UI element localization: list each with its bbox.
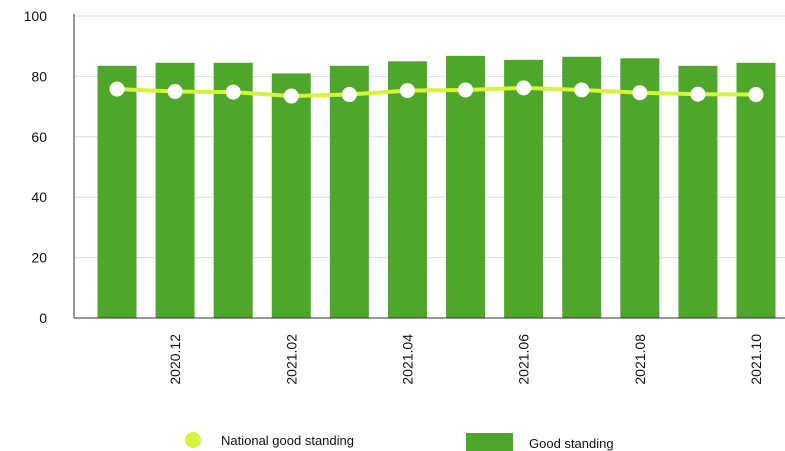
- x-tick-label: 2021.08: [632, 334, 648, 385]
- x-tick-label: 2020.12: [167, 334, 183, 385]
- bar: [213, 62, 253, 319]
- line-point: [283, 88, 299, 104]
- y-tick-label: 20: [31, 250, 47, 266]
- y-tick-label: 40: [31, 189, 47, 205]
- bar: [562, 56, 602, 319]
- bar: [271, 73, 311, 318]
- bar: [97, 65, 137, 318]
- line-point: [632, 85, 648, 101]
- bar: [155, 62, 195, 319]
- bar: [736, 62, 776, 319]
- bar: [504, 59, 544, 318]
- x-axis: 2020.12 2021.02 2021.04 2021.06 2021.08 2021.…: [167, 334, 764, 385]
- x-tick-label: 2021.02: [283, 334, 299, 385]
- y-tick-label: 0: [39, 310, 47, 326]
- bar: [329, 65, 369, 318]
- y-tick-label: 60: [31, 129, 47, 145]
- line-point: [109, 81, 125, 97]
- bar: [387, 61, 427, 319]
- x-tick-label: 2021.06: [516, 334, 532, 385]
- series-line: [116, 85, 757, 99]
- line-series-national-good-standing: [109, 80, 764, 104]
- line-point: [458, 82, 474, 98]
- y-tick-label: 80: [31, 68, 47, 84]
- line-point: [748, 87, 764, 103]
- bar: [678, 65, 718, 318]
- bar: [620, 58, 660, 318]
- bar-series-good-standing: [97, 55, 776, 319]
- x-tick-label: 2021.10: [748, 334, 764, 385]
- x-tick-label: 2021.04: [399, 334, 415, 385]
- line-point: [399, 83, 415, 99]
- legend-label-good-standing: Good standing: [529, 436, 614, 451]
- legend: National good standing Good standing: [185, 432, 614, 451]
- legend-label-national-good-standing: National good standing: [221, 433, 354, 448]
- y-axis: 0 20 40 60 80 100: [24, 8, 48, 326]
- line-point: [574, 82, 590, 98]
- legend-swatch-good-standing: [466, 433, 513, 451]
- line-point: [225, 84, 241, 100]
- bar: [446, 55, 486, 318]
- line-point: [690, 86, 706, 102]
- line-point: [516, 80, 532, 96]
- y-tick-label: 100: [24, 8, 48, 24]
- legend-swatch-national-good-standing: [185, 432, 201, 448]
- line-point: [167, 84, 183, 99]
- line-point: [341, 87, 357, 103]
